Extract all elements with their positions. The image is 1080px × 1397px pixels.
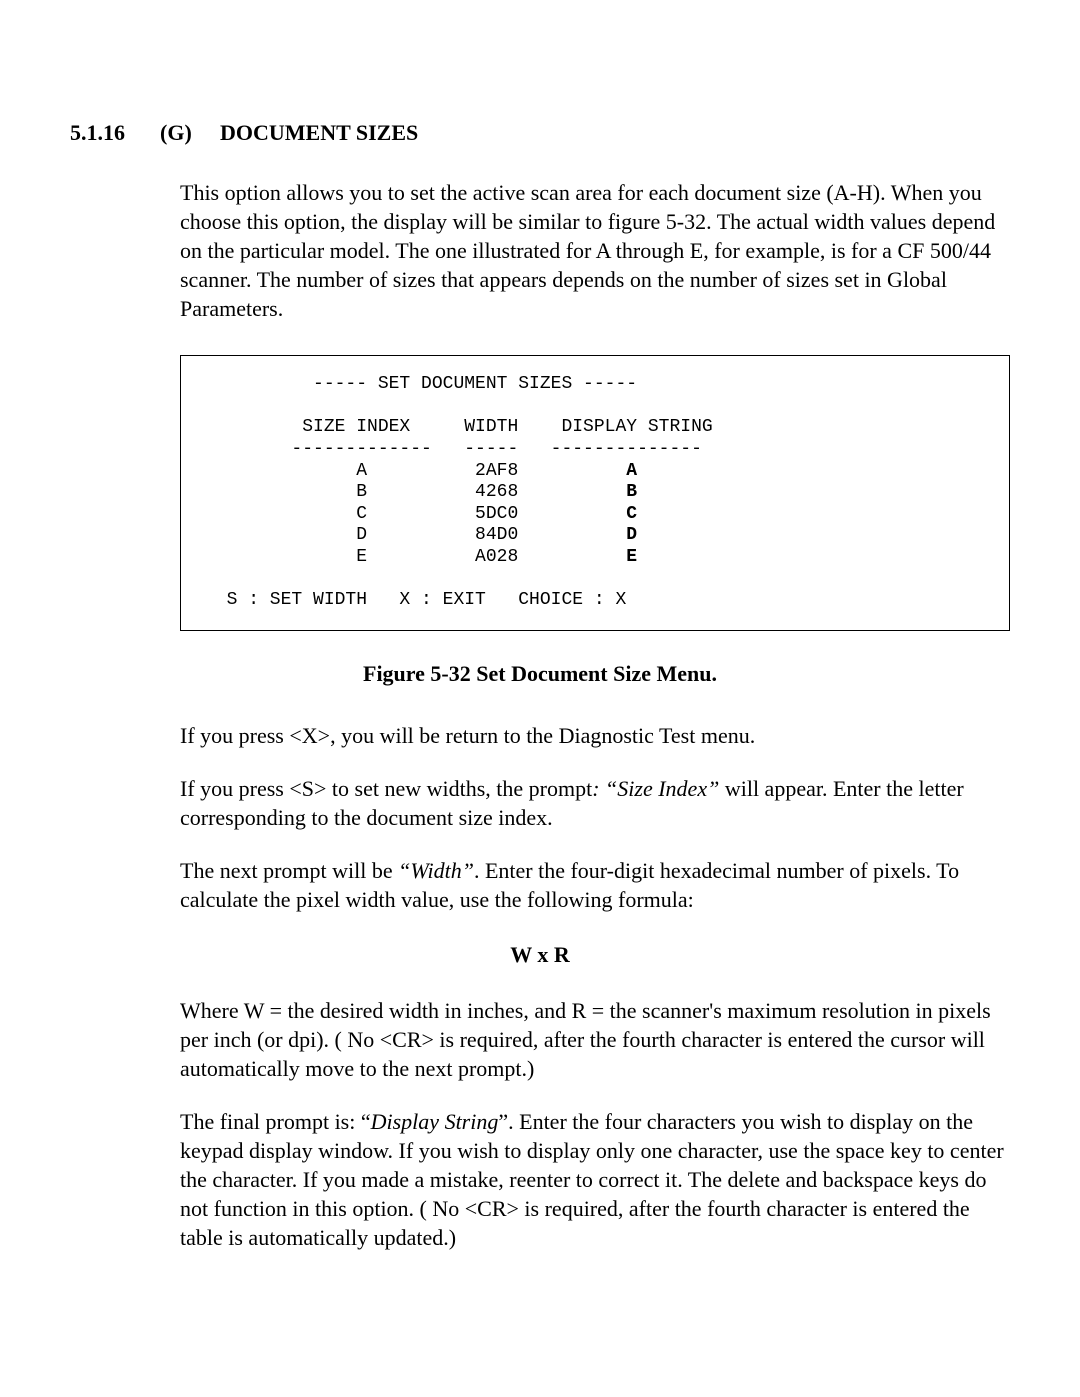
figure-row-4-disp: E [626,547,637,567]
section-letter: (G) [160,120,220,146]
figure-header-line: SIZE INDEX WIDTH DISPLAY STRING [205,417,713,437]
figure-row-1-disp: B [626,482,637,502]
section-heading: 5.1.16 (G) DOCUMENT SIZES [70,120,1010,146]
figure-row-1-left: B 4268 [205,482,626,502]
section-number: 5.1.16 [70,120,160,146]
figure-row-3: D 84D0 D [205,525,637,545]
final-italic: Display String [371,1109,499,1134]
figure-row-0: A 2AF8 A [205,461,637,481]
figure-row-3-left: D 84D0 [205,525,626,545]
where-paragraph: Where W = the desired width in inches, a… [180,996,1010,1083]
intro-paragraph: This option allows you to set the active… [180,178,1010,323]
final-prefix: The final prompt is: “ [180,1109,371,1134]
width-prefix: The next prompt will be [180,858,398,883]
press-x-paragraph: If you press <X>, you will be return to … [180,721,1010,750]
page: 5.1.16 (G) DOCUMENT SIZES This option al… [0,0,1080,1336]
press-s-paragraph: If you press <S> to set new widths, the … [180,774,1010,832]
section-title: DOCUMENT SIZES [220,120,418,146]
figure-row-4-left: E A028 [205,547,626,567]
figure-title-line: ----- SET DOCUMENT SIZES ----- [205,374,637,394]
figure-box: ----- SET DOCUMENT SIZES ----- SIZE INDE… [180,355,1010,631]
figure-row-2-left: C 5DC0 [205,504,626,524]
figure-row-2: C 5DC0 C [205,504,637,524]
formula: W x R [70,942,1010,968]
press-s-prefix: If you press <S> to set new widths, the … [180,776,592,801]
width-paragraph: The next prompt will be “Width”. Enter t… [180,856,1010,914]
figure-row-4: E A028 E [205,547,637,567]
final-paragraph: The final prompt is: “Display String”. E… [180,1107,1010,1252]
figure-caption: Figure 5-32 Set Document Size Menu. [70,661,1010,687]
width-italic: “Width” [398,858,474,883]
figure-row-3-disp: D [626,525,637,545]
figure-row-2-disp: C [626,504,637,524]
figure-footer-line: S : SET WIDTH X : EXIT CHOICE : X [205,590,626,610]
figure-row-1: B 4268 B [205,482,637,502]
press-s-italic: : “Size Index” [592,776,719,801]
figure-divider-line: ------------- ----- -------------- [205,439,702,459]
figure-row-0-disp: A [626,461,637,481]
figure-row-0-left: A 2AF8 [205,461,626,481]
